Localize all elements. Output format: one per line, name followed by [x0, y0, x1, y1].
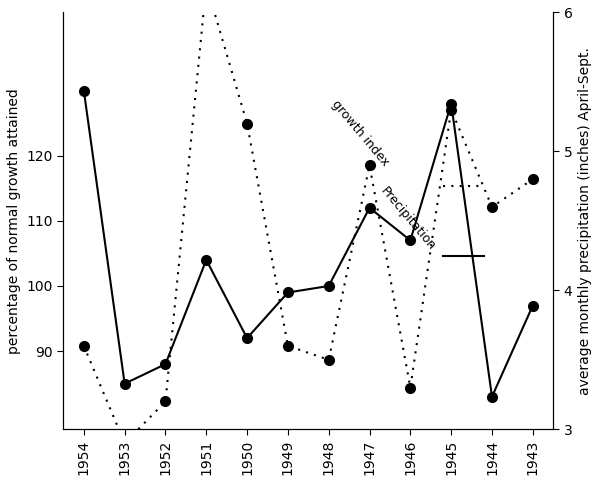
Text: Precipitation: Precipitation: [378, 185, 438, 254]
Y-axis label: average monthly precipitation (inches) April-Sept.: average monthly precipitation (inches) A…: [578, 47, 592, 395]
Text: growth index: growth index: [329, 98, 391, 169]
Y-axis label: percentage of normal growth attained: percentage of normal growth attained: [7, 88, 21, 354]
